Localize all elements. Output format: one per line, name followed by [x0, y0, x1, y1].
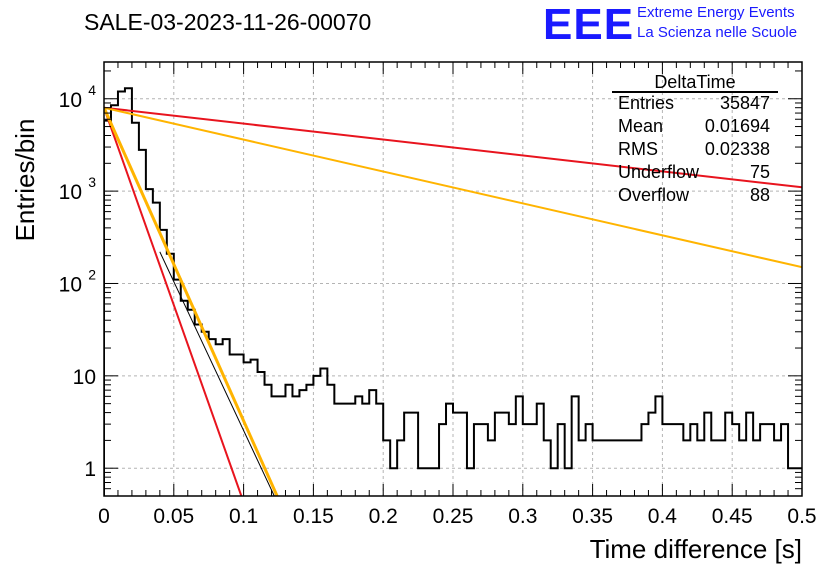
fit-line-2	[104, 106, 802, 269]
y-tick-exponent: 2	[88, 266, 96, 282]
x-tick-label: 0.4	[648, 505, 678, 528]
y-axis-title: Entries/bin	[10, 119, 40, 242]
x-tick-label: 0.05	[153, 505, 194, 528]
y-tick-exponent: 3	[88, 174, 96, 190]
fit-line-1	[104, 106, 802, 189]
x-tick-label: 0.15	[293, 505, 334, 528]
x-tick-label: 0.35	[572, 505, 613, 528]
x-tick-label: 0.25	[433, 505, 474, 528]
y-tick-label: 10	[59, 181, 82, 204]
stats-label: Mean	[618, 116, 663, 136]
stats-title: DeltaTime	[654, 72, 735, 92]
fit-line-3	[104, 107, 243, 496]
stats-value: 88	[750, 185, 770, 205]
y-tick-label: 10	[59, 89, 82, 112]
x-tick-label: 0.2	[369, 505, 398, 528]
stats-value: 35847	[720, 93, 770, 113]
x-axis-title: Time difference [s]	[590, 534, 802, 564]
histogram-line	[104, 87, 802, 496]
x-tick-label: 0	[98, 505, 110, 528]
fit-line-4	[104, 107, 279, 496]
y-tick-label: 10	[59, 273, 82, 296]
logo-subtitle-1: Extreme Energy Events	[637, 4, 795, 21]
stats-label: Entries	[618, 93, 674, 113]
stats-label: Overflow	[618, 185, 690, 205]
stats-label: RMS	[618, 139, 658, 159]
stats-value: 0.02338	[705, 139, 770, 159]
logo-subtitle-2: La Scienza nelle Scuole	[637, 24, 798, 41]
y-tick-label: 1	[84, 458, 96, 481]
x-tick-label: 0.3	[508, 505, 537, 528]
x-tick-label: 0.5	[787, 505, 816, 528]
y-tick-exponent: 4	[88, 82, 96, 98]
y-tick-label: 10	[73, 366, 96, 389]
stats-value: 75	[750, 162, 770, 182]
x-tick-label: 0.1	[229, 505, 258, 528]
chart-title: SALE-03-2023-11-26-00070	[84, 9, 372, 35]
x-tick-label: 0.45	[712, 505, 753, 528]
eee-logo: EEE	[543, 0, 635, 49]
fit-line-5	[159, 251, 275, 496]
stats-label: Underflow	[618, 162, 700, 182]
stats-value: 0.01694	[705, 116, 770, 136]
